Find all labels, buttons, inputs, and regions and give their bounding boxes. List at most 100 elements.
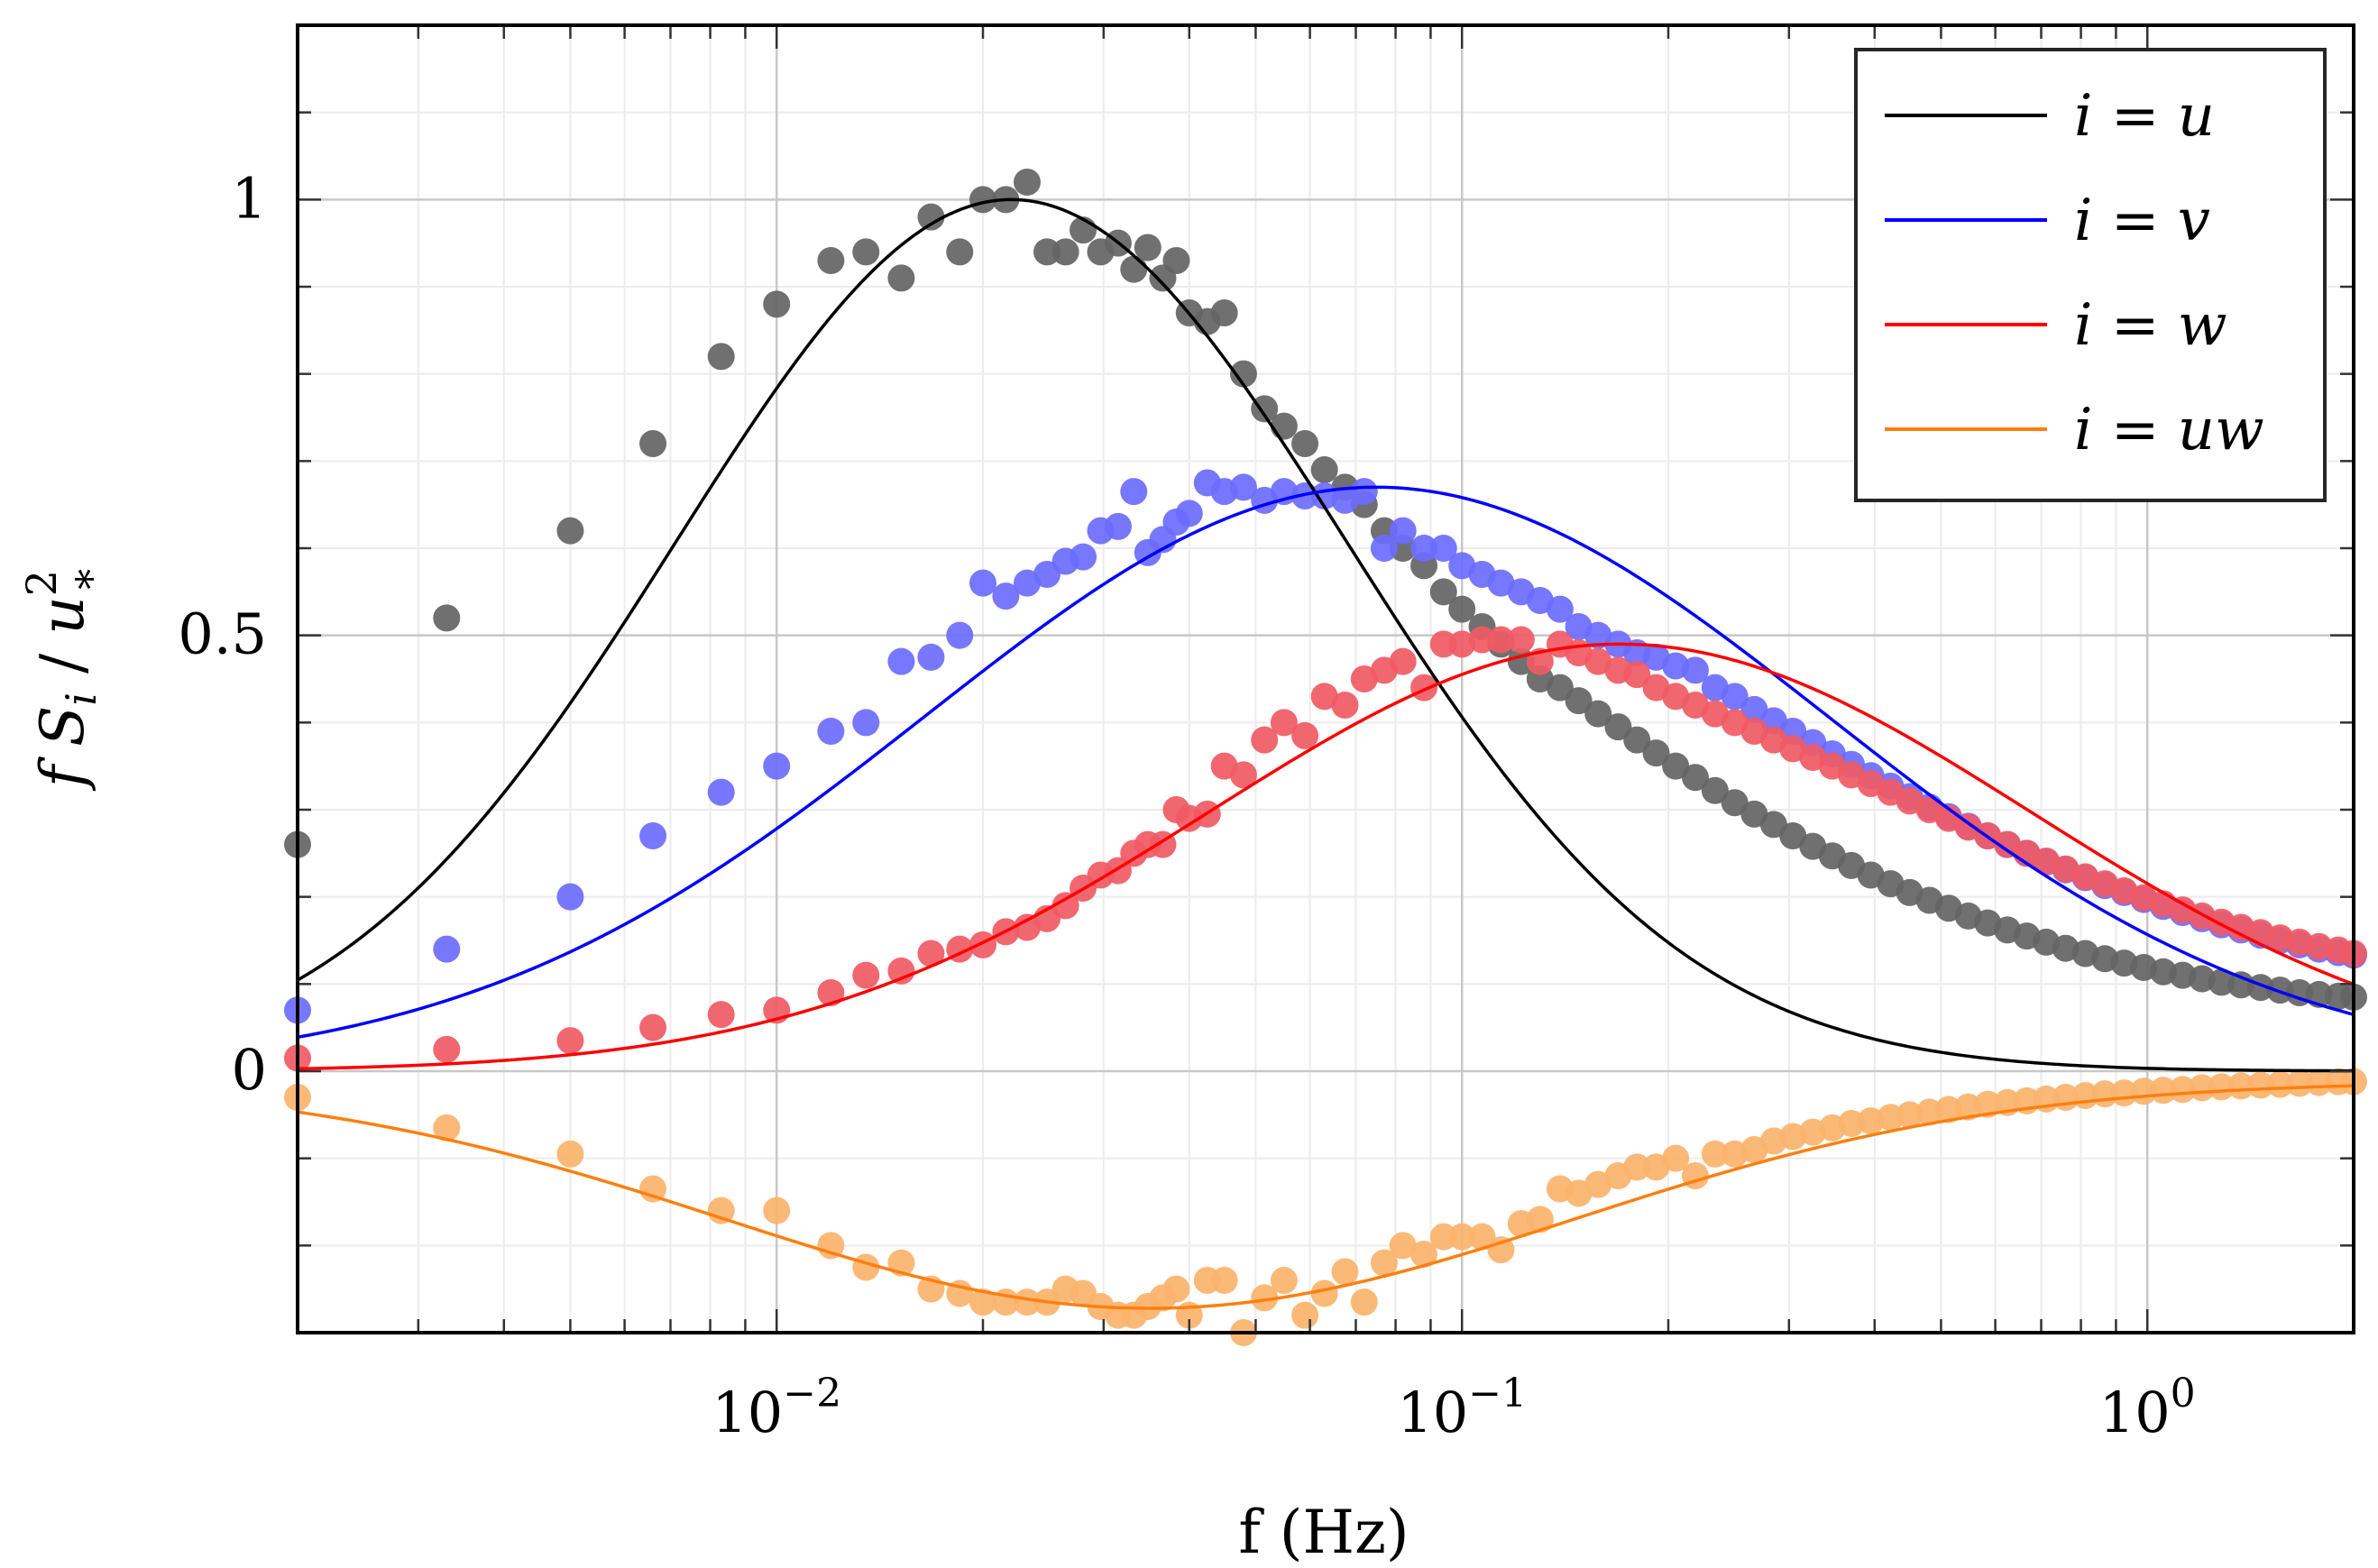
data-point	[1565, 687, 1593, 715]
data-point	[1270, 1267, 1298, 1294]
fit-curve-2	[297, 642, 2355, 1071]
data-point	[852, 238, 880, 266]
data-point	[1681, 656, 1709, 684]
data-point	[887, 264, 915, 292]
data-point	[1584, 700, 1612, 728]
data-point	[433, 604, 461, 632]
data-point	[887, 957, 915, 985]
data-point	[1175, 500, 1203, 527]
data-point	[1120, 478, 1148, 506]
data-point	[556, 883, 584, 911]
data-point	[1270, 412, 1298, 440]
data-point	[1251, 395, 1279, 423]
data-point	[1429, 535, 1457, 562]
y-tick-label: 1	[232, 165, 267, 231]
data-point	[1251, 1284, 1279, 1312]
data-point	[1623, 726, 1651, 754]
legend-label: i = w	[2074, 292, 2227, 359]
data-point	[763, 1197, 791, 1224]
data-point	[1468, 626, 1496, 654]
x-tick-label: 10−1	[1397, 1371, 1527, 1445]
data-point	[1310, 683, 1338, 711]
data-points	[284, 169, 2367, 1346]
data-point	[1410, 1241, 1438, 1268]
fit-curves	[297, 197, 2355, 1310]
series-points-2	[284, 626, 2367, 1072]
data-point	[1487, 569, 1515, 597]
legend: i = u i = v i = w i = uw	[1854, 48, 2327, 502]
plot-frame	[296, 23, 2355, 1334]
data-point	[1310, 456, 1338, 483]
data-point	[1662, 1144, 1690, 1172]
data-point	[1331, 692, 1359, 719]
data-point	[1934, 1096, 1962, 1123]
data-point	[1468, 1223, 1496, 1251]
data-point	[707, 1001, 735, 1029]
data-point	[2246, 1071, 2274, 1099]
data-point	[556, 1140, 584, 1168]
data-point	[1162, 1275, 1190, 1303]
data-point	[887, 647, 915, 675]
data-point	[2305, 1068, 2333, 1096]
data-point	[1251, 726, 1279, 754]
data-point	[433, 935, 461, 963]
y-tick-labels: 00.51	[178, 165, 267, 1103]
data-point	[917, 940, 945, 967]
data-point	[852, 709, 880, 737]
data-point	[1013, 1288, 1041, 1316]
x-axis-label: f (Hz)	[1238, 1498, 1409, 1567]
data-point	[1013, 169, 1041, 196]
data-point	[2208, 1073, 2236, 1101]
x-tick-label: 10−2	[712, 1371, 841, 1445]
y-tick-label: 0	[232, 1037, 267, 1103]
data-point	[1389, 1232, 1417, 1260]
data-point	[1410, 535, 1438, 562]
y-axis-label: f Si / u2∗	[17, 565, 107, 793]
fit-curve-3	[297, 1084, 2355, 1310]
data-point	[1229, 473, 1257, 501]
data-point	[917, 643, 945, 671]
data-point	[556, 517, 584, 545]
fit-curve-1	[297, 485, 2355, 1040]
data-point	[1331, 1258, 1359, 1286]
data-point	[1070, 543, 1097, 571]
data-point	[707, 343, 735, 371]
x-tick-label: 100	[2099, 1371, 2196, 1445]
data-point	[1662, 752, 1690, 780]
data-point	[1270, 709, 1298, 737]
data-point	[1370, 535, 1398, 562]
data-point	[1642, 739, 1670, 767]
legend-label: i = v	[2074, 188, 2210, 254]
data-point	[433, 1035, 461, 1063]
data-point	[1389, 517, 1417, 545]
data-point	[992, 582, 1020, 610]
data-point	[1389, 647, 1417, 675]
data-point	[1896, 1101, 1924, 1129]
data-point	[639, 822, 667, 849]
data-point	[1051, 892, 1079, 920]
data-point	[2188, 1074, 2216, 1102]
data-point	[1507, 626, 1535, 654]
data-point	[1370, 1249, 1398, 1277]
data-point	[1448, 630, 1476, 658]
data-point	[1779, 822, 1807, 849]
data-point	[1229, 360, 1257, 388]
y-tick-label: 0.5	[178, 601, 267, 667]
data-point	[1526, 1206, 1554, 1233]
data-point	[817, 247, 845, 274]
data-point	[1051, 238, 1079, 266]
x-tick-labels: 10−2 10−1 100	[712, 1371, 2195, 1445]
data-point	[1291, 430, 1319, 457]
data-point	[1701, 1140, 1729, 1168]
data-point	[852, 961, 880, 989]
data-point	[1721, 683, 1749, 711]
data-point	[1134, 234, 1161, 261]
svg-text:f Si / u2∗: f Si / u2∗	[17, 565, 107, 793]
data-point	[1210, 299, 1238, 326]
data-point	[817, 979, 845, 1006]
data-point	[2169, 1076, 2197, 1104]
data-point	[1448, 1223, 1476, 1251]
data-point	[969, 569, 996, 597]
data-point	[1681, 764, 1709, 792]
